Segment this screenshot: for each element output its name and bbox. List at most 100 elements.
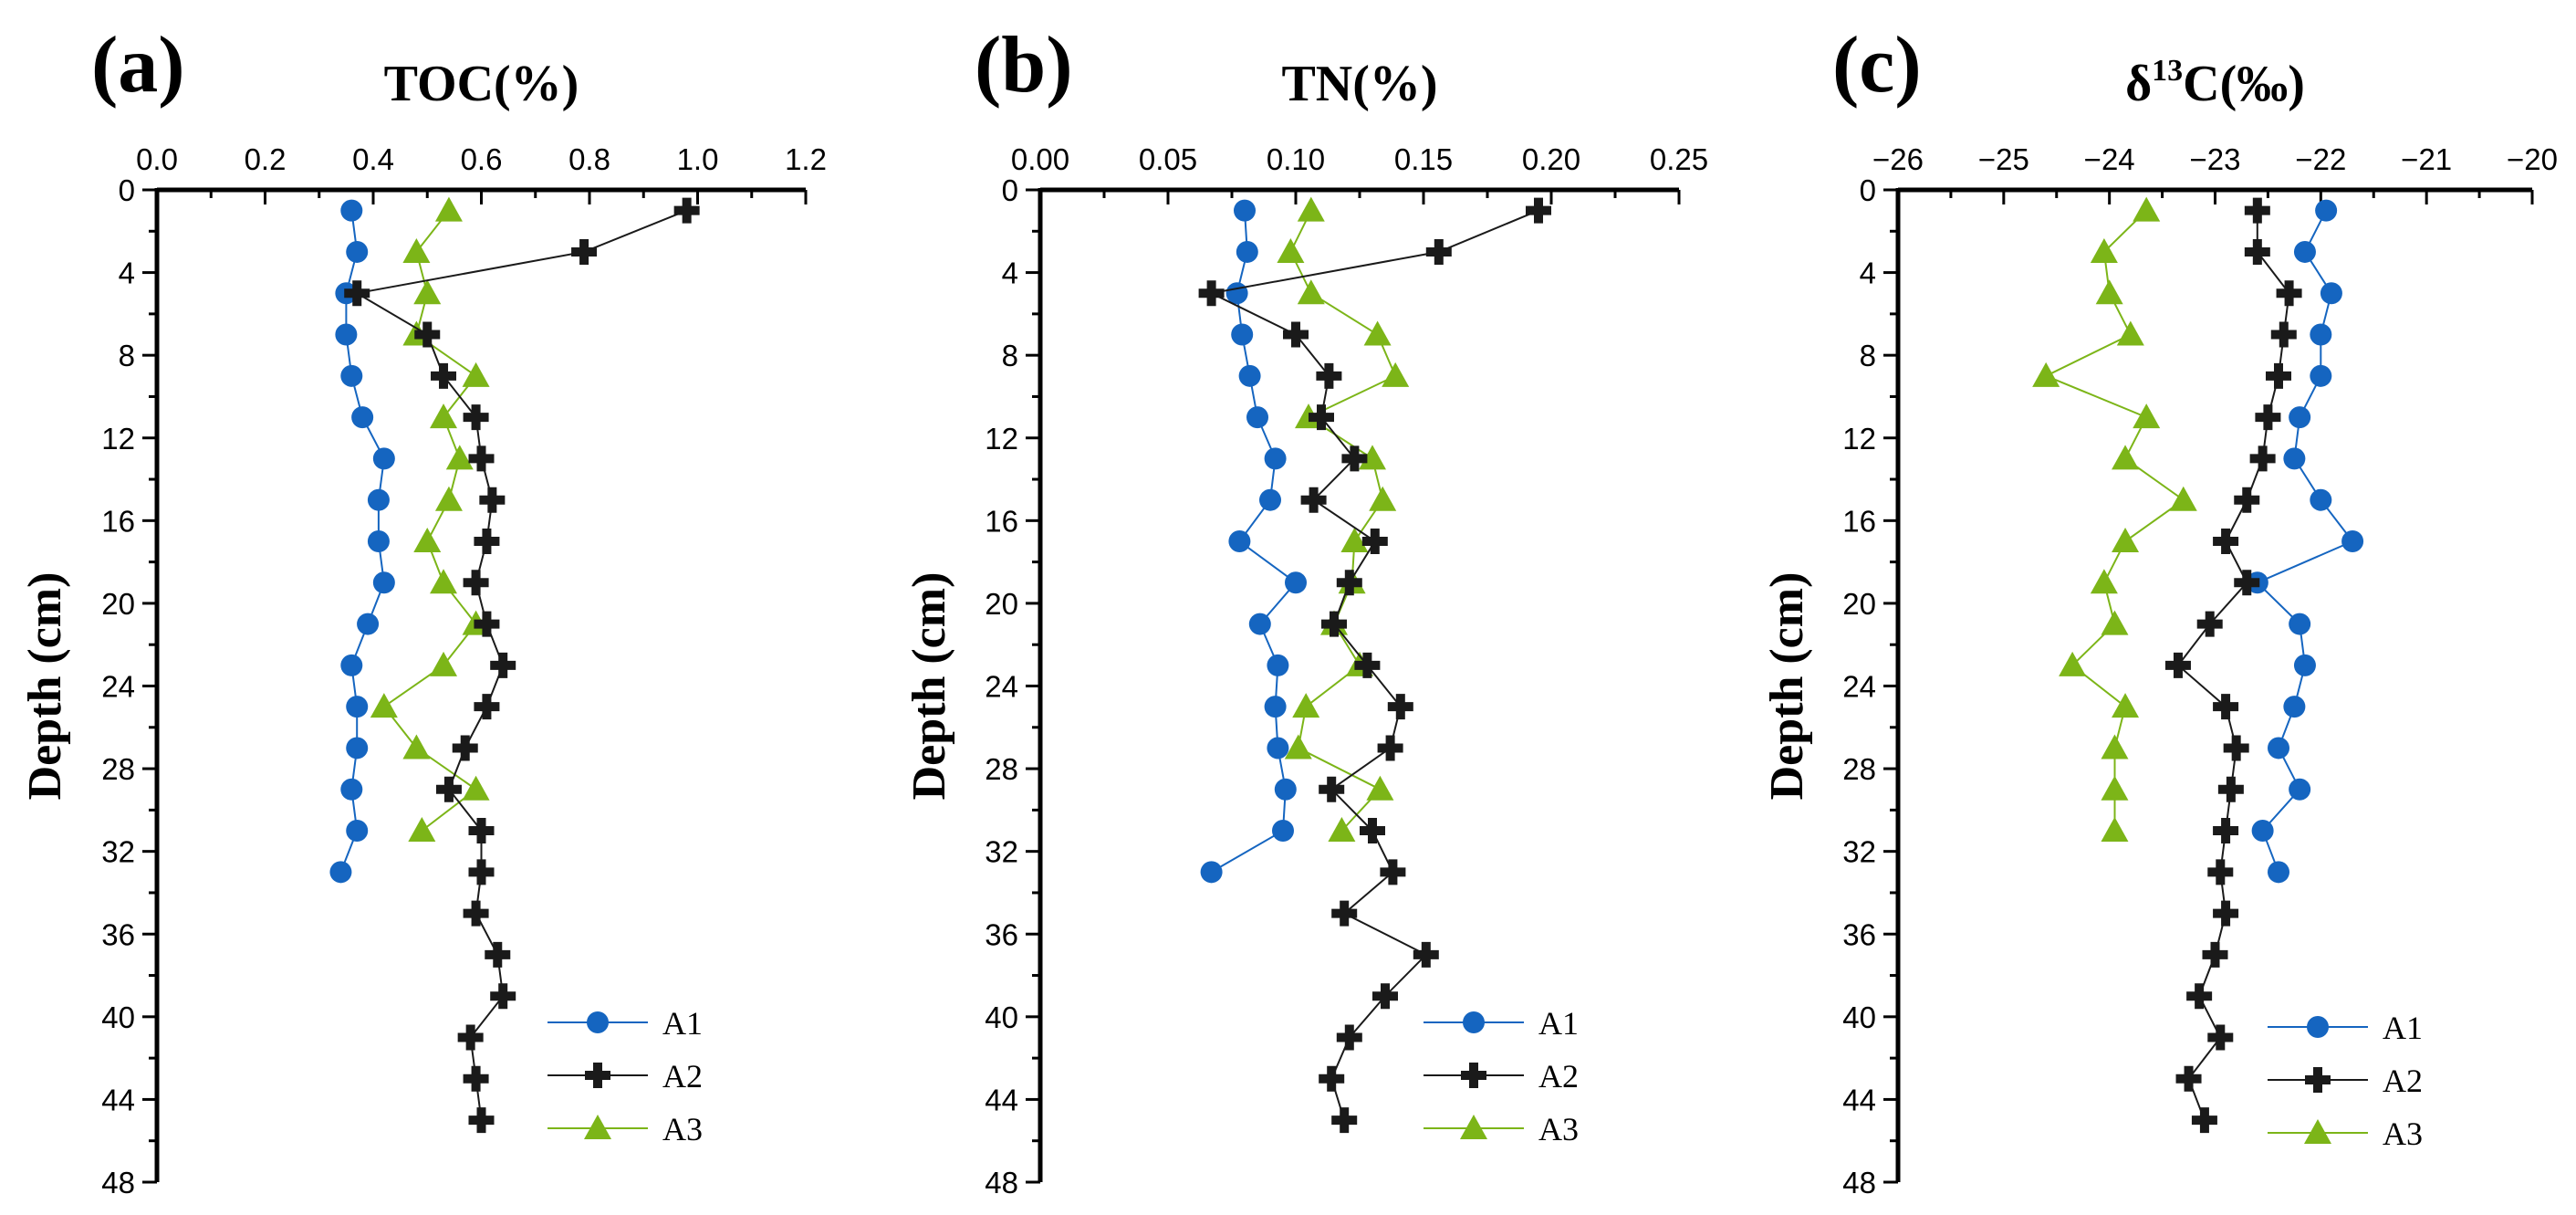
- panel-0-A1-point-6: [372, 447, 395, 470]
- panel-0-A2-point-3: [414, 321, 441, 348]
- panel-0-chart: 0.0 0.2 0.4 0.6 0.8 1.0 1.20481216202428323640…: [19, 21, 827, 1199]
- panel-2-A2-point-12: [2213, 694, 2239, 720]
- panel-1-y-tick-label-2: 8: [1002, 339, 1018, 372]
- panel-0-x-tick-label-4: 0.8: [568, 142, 610, 176]
- panel-2-legend-A1: A1: [2268, 1010, 2423, 1046]
- panel-2-y-tick-label-9: 36: [1842, 917, 1876, 951]
- panel-0-A1-point-15: [346, 820, 369, 843]
- panel-2-x-tick-label-1: −25: [1978, 142, 2029, 176]
- panel-0-A2-point-4: [431, 362, 457, 389]
- panel-2-A2-point-22: [2191, 1107, 2217, 1134]
- panel-2-A2-point-20: [2207, 1024, 2234, 1051]
- panel-0-legend-A1-label: A1: [662, 1005, 703, 1042]
- panel-2-A3-point-12: [2112, 693, 2140, 718]
- panel-1-x-tick-label-4: 0.20: [1522, 142, 1580, 176]
- panel-2-y-tick-label-7: 28: [1842, 752, 1876, 786]
- panel-0-A3-point-5: [430, 403, 458, 429]
- panel-1-A3-point-3: [1363, 320, 1392, 346]
- panel-2-A2-legend-point-0: [2305, 1067, 2331, 1093]
- panel-0-A1-point-3: [335, 323, 358, 346]
- panel-2-A1-point-15: [2251, 820, 2274, 843]
- panel-0-A3-point-0: [434, 196, 463, 222]
- panel-1-A1-point-1: [1236, 240, 1258, 263]
- panel-2-A1-point-7: [2310, 488, 2332, 511]
- panel-2-A3-point-9: [2090, 569, 2118, 594]
- panel-1-y-tick-label-0: 0: [1002, 173, 1018, 207]
- panel-0-y-tick-label-8: 32: [101, 835, 135, 869]
- panel-2-x-tick-label-3: −23: [2190, 142, 2241, 176]
- panel-1-A2-point-3: [1283, 321, 1309, 348]
- panel-0-A3-point-14: [462, 775, 490, 801]
- panel-2-A3-point-2: [2095, 279, 2123, 305]
- panel-0-A3-point-1: [402, 237, 431, 263]
- panel-1-A2-point-11: [1354, 652, 1381, 678]
- panel-2-A1-point-11: [2293, 654, 2316, 676]
- panel-1-A1-point-7: [1259, 488, 1281, 511]
- panel-1-x-tick-label-3: 0.15: [1394, 142, 1453, 176]
- panel-1-A2-point-18: [1413, 941, 1439, 968]
- panel-2-A2-point-13: [2223, 735, 2249, 761]
- panel-2-y-tick-label-10: 40: [1842, 1000, 1876, 1034]
- panel-2-y-tick-label-4: 16: [1842, 504, 1876, 538]
- panel-1-A1-point-14: [1274, 778, 1297, 801]
- panel-2-A3-point-13: [2101, 734, 2129, 759]
- panel-2-A1-point-12: [2283, 696, 2306, 718]
- panel-2-A2-point-15: [2213, 818, 2239, 844]
- panel-2-A2-point-0: [2244, 197, 2270, 224]
- panel-2-A2-point-19: [2186, 983, 2213, 1010]
- panel-1-legend-A1: A1: [1424, 1005, 1579, 1042]
- panel-0-A2-point-16: [468, 859, 495, 885]
- panel-2-x-tick-label-0: −26: [1872, 142, 1924, 176]
- panel-0-A2-point-9: [463, 570, 489, 596]
- panel-2-A2-point-7: [2234, 487, 2260, 513]
- panel-2-y-tick-label-5: 20: [1842, 587, 1876, 621]
- panel-0-A2-point-2: [344, 280, 370, 307]
- panel-1-A2-point-15: [1360, 818, 1385, 844]
- panel-2-A3-point-1: [2090, 237, 2118, 263]
- panel-1-y-tick-label-3: 12: [985, 422, 1018, 456]
- panel-0-y-axis-label: Depth (cm): [19, 572, 71, 801]
- panel-1-A3-point-1: [1277, 237, 1305, 263]
- panel-2-legend-A3: A3: [2268, 1115, 2423, 1152]
- panel-1-A3-line: [1289, 210, 1397, 832]
- panel-1-A1-point-8: [1228, 529, 1251, 552]
- panel-2-A2-point-11: [2164, 652, 2191, 678]
- panel-2-legend-A2-label: A2: [2383, 1063, 2423, 1099]
- panel-2-A3-point-5: [2133, 403, 2161, 429]
- panel-1-A1-line: [1211, 210, 1298, 874]
- panel-1-y-axis-label: Depth (cm): [903, 572, 955, 801]
- panel-2-A1-point-2: [2320, 282, 2342, 305]
- panel-0-legend-A2: A2: [548, 1058, 703, 1095]
- panel-1-A1-point-16: [1200, 861, 1223, 884]
- panel-0-x-tick-label-6: 1.2: [785, 142, 827, 176]
- panel-0-A2-point-10: [474, 611, 500, 637]
- panel-2-A2-point-4: [2266, 362, 2291, 389]
- panel-1-legend-A2-label: A2: [1538, 1058, 1579, 1095]
- panel-0-A1-point-0: [340, 199, 363, 222]
- panel-0-A1-point-7: [367, 488, 390, 511]
- panel-1-chart: 0.00 0.05 0.10 0.15 0.20 0.250481216202428323…: [903, 21, 1708, 1199]
- panel-2-A1-point-1: [2293, 240, 2316, 263]
- panel-1-y-tick-label-7: 28: [985, 752, 1018, 786]
- panel-1-legend-A1-label: A1: [1538, 1005, 1579, 1042]
- panel-2-A3-point-10: [2101, 610, 2129, 635]
- panel-1-A2-point-19: [1372, 983, 1398, 1010]
- panel-0-A1-point-4: [340, 364, 363, 387]
- panel-0-y-tick-label-0: 0: [119, 173, 135, 207]
- panel-2-y-tick-label-6: 24: [1842, 670, 1876, 704]
- panel-0-A2-point-8: [474, 528, 500, 554]
- panel-0-A3-point-11: [430, 651, 458, 676]
- panel-2-y-tick-label-2: 8: [1860, 339, 1876, 372]
- panel-2-A1-point-10: [2289, 613, 2311, 635]
- panel-1-legend-A3-label: A3: [1538, 1111, 1579, 1147]
- panel-2-A1-point-8: [2341, 529, 2364, 552]
- panel-2-letter: (c): [1832, 21, 1922, 110]
- panel-1-A2-point-10: [1321, 611, 1347, 637]
- panel-1-y-tick-label-1: 4: [1002, 257, 1018, 290]
- panel-0-x-tick-label-2: 0.4: [352, 142, 394, 176]
- panel-2-A3-point-11: [2059, 651, 2087, 676]
- panel-0-legend-A2-label: A2: [662, 1058, 703, 1095]
- panel-0-letter: (a): [91, 21, 185, 110]
- panel-2-A2-point-5: [2255, 404, 2281, 431]
- panel-2-y-tick-label-8: 32: [1842, 835, 1876, 869]
